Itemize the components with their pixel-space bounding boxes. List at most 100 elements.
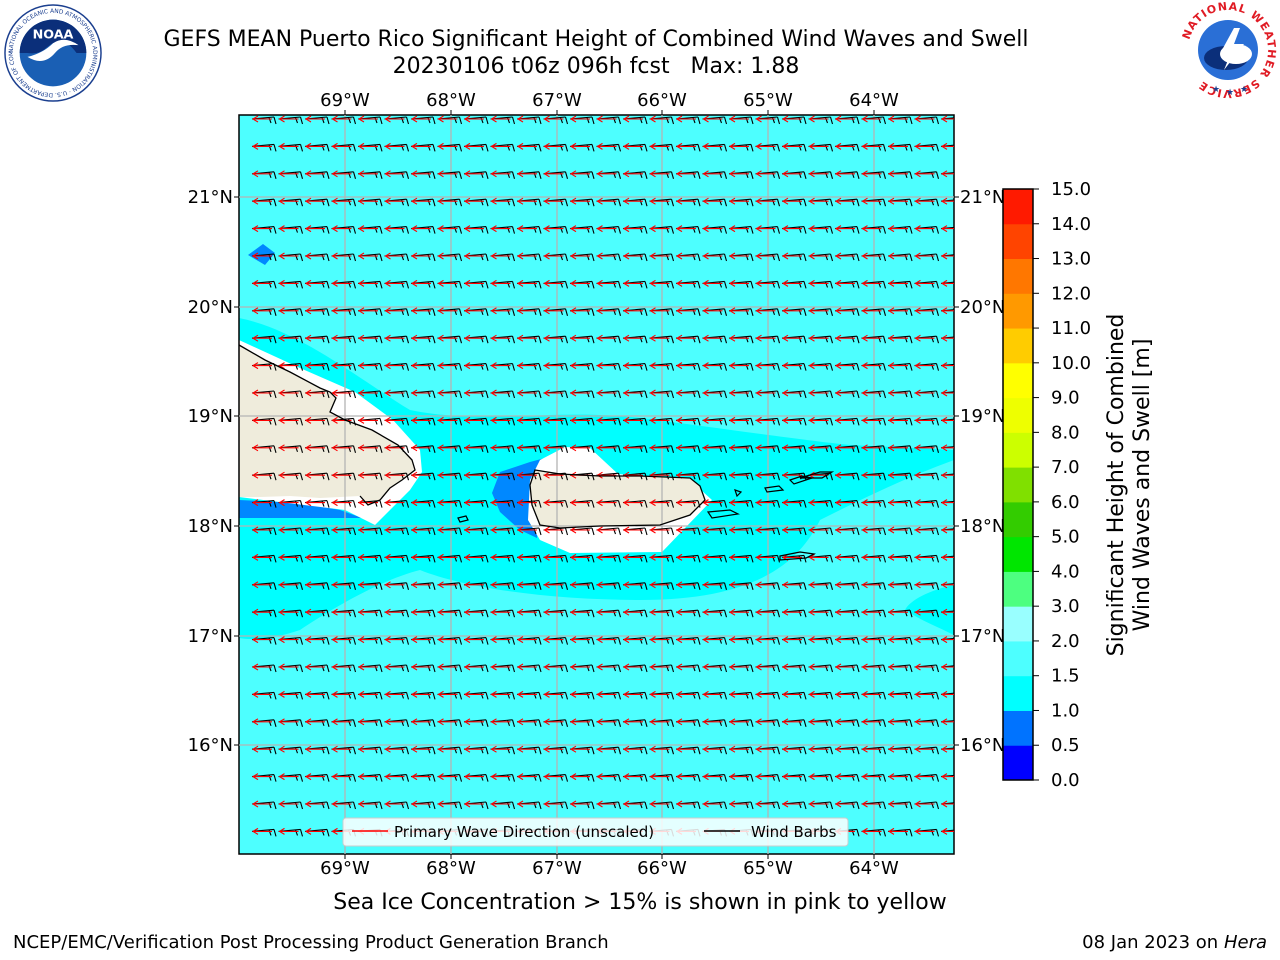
barb [702, 663, 728, 673]
legend-barb-label: Wind Barbs [751, 823, 837, 841]
colorbar-tick-label: 1.0 [1051, 700, 1080, 721]
barb [463, 279, 489, 289]
land-hispaniola [239, 345, 415, 505]
barb [384, 553, 410, 563]
barb [675, 690, 701, 700]
barb [861, 718, 887, 727]
barb [596, 608, 622, 618]
barb [649, 745, 675, 755]
barb [410, 553, 436, 563]
barb [410, 636, 436, 645]
barb [543, 307, 569, 316]
barb [251, 225, 277, 234]
barb [728, 773, 754, 782]
barb [357, 362, 383, 371]
barb [755, 499, 781, 508]
barb [251, 389, 277, 399]
barb [914, 690, 940, 700]
barb [940, 197, 954, 205]
barb [675, 170, 701, 179]
barb [516, 362, 542, 371]
barb [569, 225, 595, 234]
colorbar-segment [1003, 745, 1033, 781]
barb [410, 307, 436, 316]
barb [596, 362, 622, 371]
barb [331, 362, 357, 371]
barb [516, 581, 542, 590]
barb [675, 636, 701, 645]
lon-label-bottom: 65°W [743, 858, 793, 879]
barb [463, 663, 489, 673]
barb [490, 718, 516, 727]
barb [463, 636, 489, 645]
barb [304, 252, 330, 262]
barb [357, 279, 383, 289]
barb [914, 389, 940, 399]
barb [728, 663, 754, 673]
barb [384, 773, 410, 782]
barb [808, 526, 834, 536]
lat-label-right: 17°N [960, 626, 1005, 647]
colorbar-tick-label: 7.0 [1051, 457, 1080, 478]
barb [251, 745, 277, 755]
barb [861, 197, 887, 207]
barb [755, 225, 781, 234]
barb [649, 663, 675, 673]
barb [649, 197, 675, 207]
barb [940, 663, 954, 671]
barb [569, 444, 595, 453]
lon-label-bottom: 66°W [637, 858, 687, 879]
barb [702, 252, 728, 262]
barb [304, 307, 330, 316]
barb [940, 526, 954, 534]
barb [304, 142, 330, 152]
barb [543, 663, 569, 673]
barb [887, 142, 913, 152]
barb [331, 553, 357, 563]
barb [304, 718, 330, 727]
barb [437, 718, 463, 727]
barb [490, 636, 516, 645]
barb [781, 170, 807, 179]
barb [304, 471, 330, 481]
barb [410, 499, 436, 508]
barb [278, 170, 304, 179]
barb [887, 553, 913, 563]
barb [490, 115, 516, 125]
barb [887, 170, 913, 179]
barb [437, 362, 463, 371]
barb [331, 690, 357, 700]
barb [516, 197, 542, 207]
barb [569, 745, 595, 755]
barb [702, 690, 728, 700]
barb [861, 362, 887, 371]
barb [463, 471, 489, 481]
barb [861, 252, 887, 262]
barb [410, 170, 436, 179]
barb [728, 389, 754, 399]
barb [463, 389, 489, 399]
barb [543, 225, 569, 234]
barb [251, 663, 277, 673]
barb [781, 526, 807, 536]
barb [516, 307, 542, 316]
barb [649, 553, 675, 563]
barb [410, 115, 436, 125]
barb [410, 444, 436, 453]
barb [278, 800, 304, 810]
barb [940, 307, 954, 315]
barb [516, 499, 542, 508]
coastline-outline [238, 344, 706, 529]
barb [357, 307, 383, 316]
barb [861, 690, 887, 700]
barb [622, 362, 648, 371]
barb [437, 197, 463, 207]
barb [596, 142, 622, 152]
barb [596, 197, 622, 207]
barb [861, 499, 887, 508]
barb [887, 225, 913, 234]
barb [384, 608, 410, 618]
barb [914, 197, 940, 207]
barb [675, 745, 701, 755]
colorbar-tick-label: 11.0 [1051, 318, 1091, 339]
